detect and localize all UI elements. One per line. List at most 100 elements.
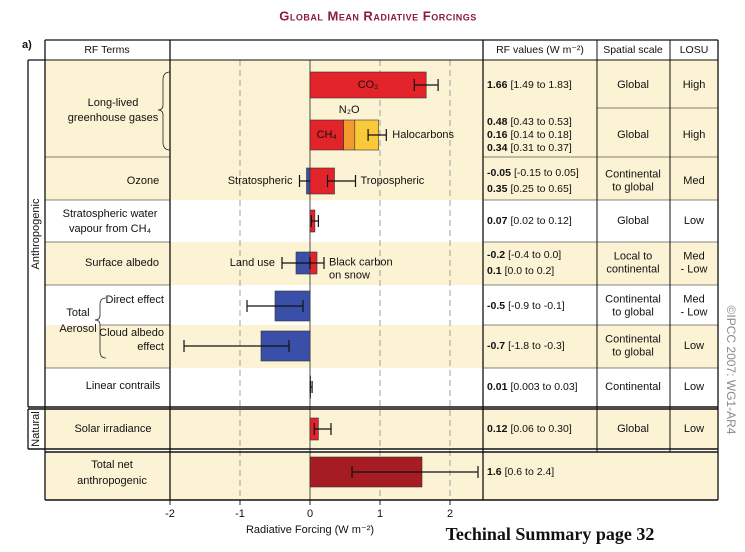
column-header: LOSU [680,44,709,56]
losu: Med [683,293,704,305]
spatial-scale: Global [617,129,649,141]
bar-label: Tropospheric [361,175,425,187]
term-label: anthropogenic [77,475,147,487]
spatial-scale: Global [617,215,649,227]
losu: Low [684,215,704,227]
row-background [45,409,718,449]
spatial-scale: Continental [605,168,661,180]
sub-term-label: effect [137,341,164,353]
losu: Low [684,340,704,352]
row-background [45,108,718,157]
range-label: [-1.8 to -0.3] [508,340,565,352]
losu: High [683,79,706,91]
column-header: Spatial scale [603,44,663,56]
row-background [45,325,718,368]
column-header: RF Terms [84,44,129,56]
sub-term-label: Cloud albedo [99,327,164,339]
value-label: 0.1 [487,265,502,277]
value-label: 1.6 [487,466,502,478]
copyright: ©IPCC 2007: WG1-AR4 [724,306,738,435]
range-label: [0.003 to 0.03] [510,381,577,393]
x-axis-label: Radiative Forcing (W m⁻²) [246,524,374,536]
term-label: Solar irradiance [74,423,151,435]
bar-label: Halocarbons [392,129,454,141]
losu: High [683,129,706,141]
spatial-scale: Local to [614,250,653,262]
x-tick-label: -2 [165,508,175,520]
spatial-scale: Continental [605,293,661,305]
group-label: Anthropogenic [30,198,42,269]
range-label: [0.31 to 0.37] [510,142,571,154]
spatial-scale: Continental [605,381,661,393]
range-label: [0.06 to 0.30] [510,423,571,435]
range-label: [-0.15 to 0.05] [514,167,579,179]
bar-label: Stratospheric [228,175,293,187]
row-background [45,157,718,200]
value-label: -0.2 [487,249,505,261]
term-label: Surface albedo [85,257,159,269]
panel-label: a) [22,39,32,51]
range-label: [0.02 to 0.12] [510,215,571,227]
spatial-scale: to global [612,346,654,358]
spatial-scale: Global [617,79,649,91]
value-label: 0.12 [487,423,508,435]
term-label: greenhouse gases [68,112,159,124]
spatial-scale: to global [612,306,654,318]
range-label: [0.43 to 0.53] [510,116,571,128]
bar [309,71,427,99]
range-label: [-0.9 to -0.1] [508,300,565,312]
value-label: -0.7 [487,340,505,352]
row-background [45,368,718,407]
bar-label: Land use [230,257,275,269]
range-label: [-0.4 to 0.0] [508,249,561,261]
range-label: [1.49 to 1.83] [510,79,571,91]
value-label: 0.48 [487,116,508,128]
range-label: [0.6 to 2.4] [505,466,555,478]
losu: - Low [681,306,708,318]
row-background [45,285,718,325]
backgrounds [45,60,718,500]
term-label: Linear contrails [86,380,161,392]
row-background [45,242,718,285]
term-label: Ozone [127,175,159,187]
term-label: Total net [91,459,133,471]
x-tick-label: 0 [307,508,313,520]
column-header: RF values (W m⁻²) [496,44,584,56]
sub-term-label: Direct effect [106,294,165,306]
x-tick-label: 2 [447,508,453,520]
brace [157,71,171,151]
losu: Low [684,381,704,393]
bar-label: Black carbon [329,256,393,268]
spatial-scale: to global [612,181,654,193]
losu: Med [683,175,704,187]
value-label: 1.66 [487,79,508,91]
bar-label: N₂O [339,104,360,116]
value-label: -0.5 [487,300,505,312]
spatial-scale: Continental [605,333,661,345]
bar-label: CH₄ [317,129,338,141]
brace [94,297,107,359]
x-tick-label: -1 [235,508,245,520]
value-label: -0.05 [487,167,511,179]
bar-label: CO₂ [358,79,379,91]
value-label: 0.35 [487,183,508,195]
value-label: 0.01 [487,381,508,393]
term-label: vapour from CH₄ [69,223,152,235]
spatial-scale: continental [606,263,659,275]
range-label: [0.0 to 0.2] [505,265,555,277]
spatial-scale: Global [617,423,649,435]
footer-note: Techinal Summary page 32 [446,524,655,544]
chart-title: Global Mean Radiative Forcings [279,8,476,23]
range-label: [0.14 to 0.18] [510,129,571,141]
bar-segment [343,119,356,151]
term-label: Aerosol [59,323,96,335]
x-tick-label: 1 [377,508,383,520]
value-label: 0.07 [487,215,508,227]
losu: Med [683,250,704,262]
bar-segment [309,119,344,151]
group-label: Natural [30,411,42,446]
bar-label: on snow [329,269,370,281]
value-label: 0.34 [487,142,508,154]
range-label: [0.25 to 0.65] [510,183,571,195]
